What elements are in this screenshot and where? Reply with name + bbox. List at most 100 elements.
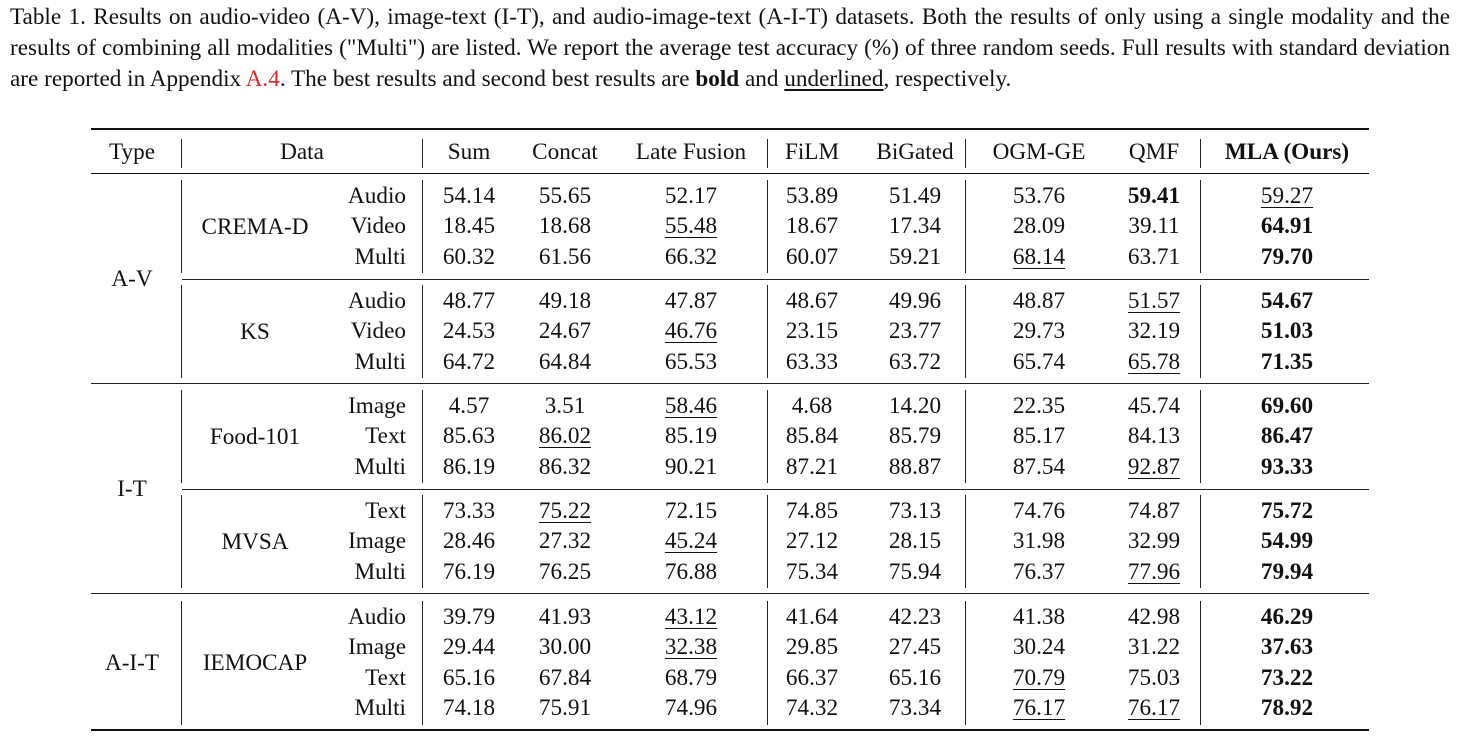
table-cell: 92.87 bbox=[1127, 453, 1181, 480]
table-cell: 76.37 bbox=[1012, 558, 1066, 585]
modality-label: Multi bbox=[354, 348, 406, 375]
table-cell: 76.17 bbox=[1012, 695, 1066, 722]
modality-label: Video bbox=[350, 318, 406, 345]
dataset-separator bbox=[182, 489, 1369, 491]
table-cell: 60.32 bbox=[442, 243, 496, 270]
column-divider bbox=[422, 601, 424, 725]
table-cell: 45.24 bbox=[664, 528, 718, 555]
table-cell: 53.89 bbox=[785, 183, 839, 209]
caption-underlined-word: underlined bbox=[784, 66, 884, 92]
table-cell: 28.15 bbox=[888, 528, 942, 555]
table-cell: 42.98 bbox=[1127, 604, 1181, 630]
table-cell: 85.17 bbox=[1012, 423, 1066, 450]
dataset-name: CREMA-D bbox=[201, 213, 309, 240]
table-cell: 47.87 bbox=[664, 288, 718, 314]
table-cell: 76.25 bbox=[538, 558, 592, 585]
table-cell: 32.99 bbox=[1127, 528, 1181, 555]
dataset-name: MVSA bbox=[221, 528, 289, 555]
table-cell: 79.70 bbox=[1260, 243, 1314, 270]
table-cell: 17.34 bbox=[888, 213, 942, 240]
table-cell: 14.20 bbox=[888, 393, 942, 419]
column-divider bbox=[767, 285, 769, 379]
table-cell: 37.63 bbox=[1260, 634, 1314, 661]
modality-label: Image bbox=[348, 393, 406, 419]
header-method-qmf: QMF bbox=[1128, 139, 1180, 165]
table-cell: 29.73 bbox=[1012, 318, 1066, 345]
column-divider bbox=[181, 180, 183, 274]
table-cell: 52.17 bbox=[664, 183, 718, 209]
table-cell: 85.84 bbox=[785, 423, 839, 450]
caption-label: Table 1. bbox=[10, 4, 86, 30]
appendix-link[interactable]: A.4 bbox=[245, 66, 280, 92]
dataset-separator bbox=[182, 279, 1369, 281]
column-divider bbox=[767, 390, 769, 484]
table-cell: 86.47 bbox=[1260, 423, 1314, 450]
header-method-mla-ours: MLA (Ours) bbox=[1224, 139, 1350, 165]
table-cell: 69.60 bbox=[1260, 393, 1314, 419]
table-cell: 63.33 bbox=[785, 348, 839, 375]
table-cell: 29.85 bbox=[785, 634, 839, 661]
dataset-name: Food-101 bbox=[209, 423, 301, 450]
column-divider bbox=[767, 601, 769, 725]
column-divider bbox=[965, 495, 967, 589]
table-cell: 84.13 bbox=[1127, 423, 1181, 450]
modality-label: Text bbox=[365, 498, 406, 524]
table-cell: 85.63 bbox=[442, 423, 496, 450]
type-label: A-I-T bbox=[104, 649, 160, 676]
table-cell: 24.53 bbox=[442, 318, 496, 345]
table-caption: Table 1. Results on audio-video (A-V), i… bbox=[10, 2, 1450, 95]
table-cell: 28.46 bbox=[442, 528, 496, 555]
table-cell: 75.91 bbox=[538, 695, 592, 722]
table-cell: 41.38 bbox=[1012, 604, 1066, 630]
column-divider bbox=[1200, 390, 1202, 484]
table-cell: 49.96 bbox=[888, 288, 942, 314]
table-cell: 74.96 bbox=[664, 695, 718, 722]
modality-label: Multi bbox=[354, 243, 406, 270]
header-method-bigated: BiGated bbox=[876, 139, 954, 165]
header-method-film: FiLM bbox=[784, 139, 840, 165]
table-cell: 75.34 bbox=[785, 558, 839, 585]
dataset-name: KS bbox=[240, 318, 270, 345]
header-data: Data bbox=[280, 139, 324, 165]
table-cell: 4.68 bbox=[791, 393, 833, 419]
table-cell: 42.23 bbox=[888, 604, 942, 630]
header-divider bbox=[181, 139, 183, 168]
table-cell: 53.76 bbox=[1012, 183, 1066, 209]
column-divider bbox=[767, 180, 769, 274]
table-cell: 86.32 bbox=[538, 453, 592, 480]
table-cell: 64.72 bbox=[442, 348, 496, 375]
table-cell: 54.99 bbox=[1260, 528, 1314, 555]
modality-label: Video bbox=[350, 213, 406, 240]
table-cell: 75.94 bbox=[888, 558, 942, 585]
header-type: Type bbox=[108, 139, 156, 165]
table-cell: 48.77 bbox=[442, 288, 496, 314]
table-cell: 27.32 bbox=[538, 528, 592, 555]
table-cell: 43.12 bbox=[664, 604, 718, 630]
table-cell: 60.07 bbox=[785, 243, 839, 270]
caption-bold-word: bold bbox=[695, 66, 740, 92]
table-cell: 72.15 bbox=[664, 498, 718, 524]
table-cell: 46.76 bbox=[664, 318, 718, 345]
column-divider bbox=[1200, 285, 1202, 379]
modality-label: Audio bbox=[348, 604, 406, 630]
table-cell: 59.21 bbox=[888, 243, 942, 270]
header-method-sum: Sum bbox=[447, 139, 491, 165]
table-cell: 79.94 bbox=[1260, 558, 1314, 585]
caption-text: Results on audio-video (A-V), image-text… bbox=[10, 4, 1450, 92]
modality-label: Image bbox=[348, 528, 406, 555]
table-cell: 78.92 bbox=[1260, 695, 1314, 722]
column-divider bbox=[965, 285, 967, 379]
table-cell: 68.79 bbox=[664, 664, 718, 691]
caption-and: and bbox=[739, 66, 785, 92]
table-cell: 48.67 bbox=[785, 288, 839, 314]
table-cell: 22.35 bbox=[1012, 393, 1066, 419]
table-cell: 32.19 bbox=[1127, 318, 1181, 345]
table-cell: 51.57 bbox=[1127, 288, 1181, 314]
column-divider bbox=[422, 180, 424, 274]
table-cell: 45.74 bbox=[1127, 393, 1181, 419]
table-cell: 46.29 bbox=[1260, 604, 1314, 630]
caption-text-2: . The best results and second best resul… bbox=[279, 66, 696, 92]
table-cell: 85.79 bbox=[888, 423, 942, 450]
table-cell: 54.14 bbox=[442, 183, 496, 209]
